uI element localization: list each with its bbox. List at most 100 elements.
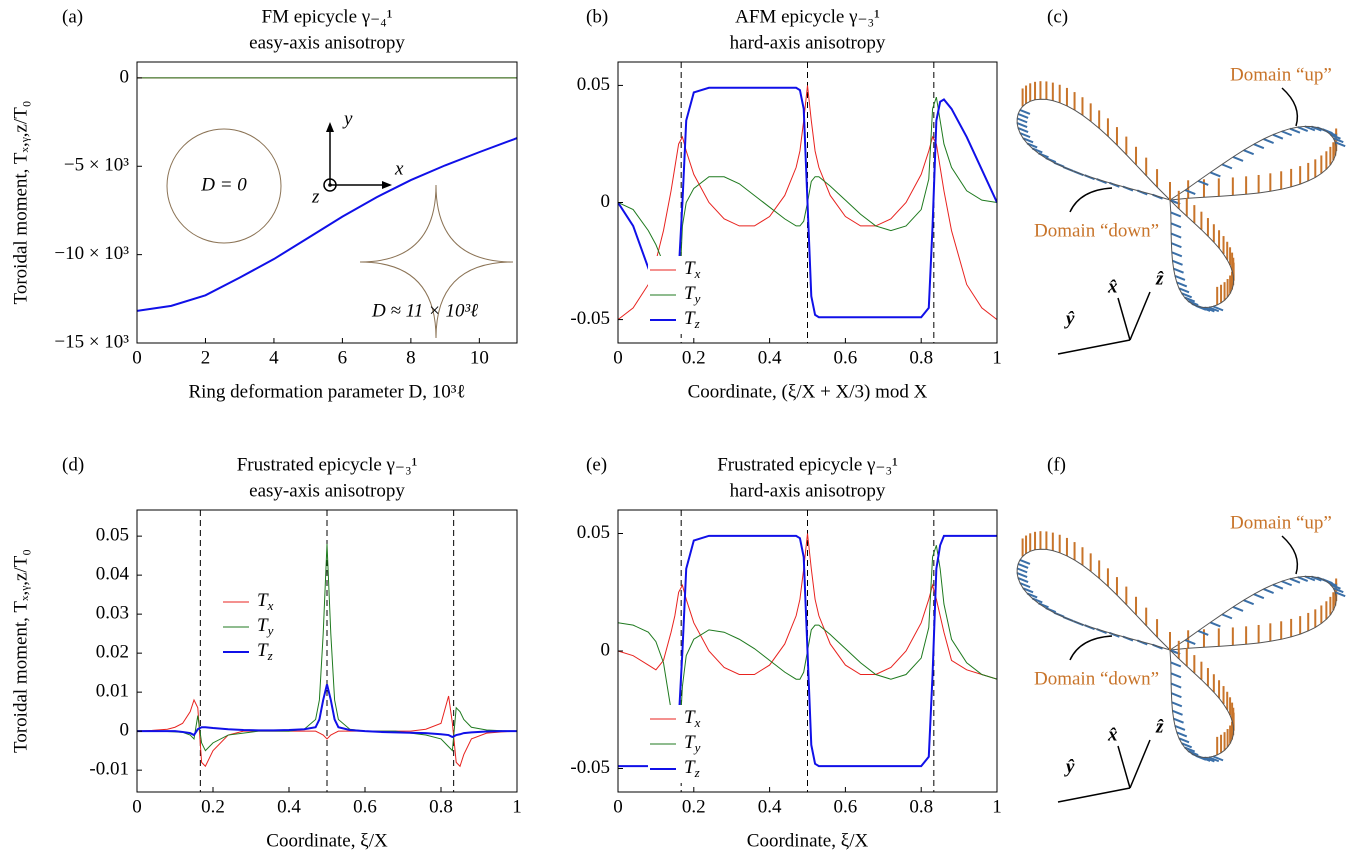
spin-arrow <box>1243 599 1255 606</box>
spin-arrow <box>1026 142 1038 149</box>
y-tick-label: 0.05 <box>577 74 610 95</box>
spin-arrow <box>1170 232 1182 239</box>
x-axis-label: Coordinate, (ξ/X + X/3) mod X <box>688 381 928 402</box>
series-line <box>137 137 517 312</box>
axis-name: ẑ <box>1155 268 1164 289</box>
x-tick-label: 0.8 <box>909 347 933 368</box>
spin-arrow <box>1170 682 1182 689</box>
axis-out <box>323 178 337 192</box>
spin-curve <box>1169 575 1337 651</box>
series-line <box>137 543 517 752</box>
spin-texture <box>1016 81 1346 313</box>
x-tick-label: 0.8 <box>909 796 933 817</box>
spin-arrow <box>1221 613 1233 620</box>
panel-label: (b) <box>586 6 608 27</box>
spin-arrow <box>1204 306 1215 313</box>
x-tick-label: 0.4 <box>277 796 301 817</box>
spin-arrow <box>1019 582 1031 589</box>
chart-subtitle: hard-axis anisotropy <box>730 480 886 501</box>
chart-subtitle: hard-axis anisotropy <box>730 32 886 53</box>
domain-label: Domain “down” <box>1034 220 1159 241</box>
y-tick-label: −15 × 10³ <box>54 331 129 352</box>
frame-axis <box>1057 339 1131 355</box>
spin-arrow <box>1170 672 1182 679</box>
series-line <box>618 533 997 680</box>
spin-arrow <box>1184 639 1196 645</box>
x-tick-label: 0.8 <box>429 796 453 817</box>
spin-arrow <box>1017 127 1029 133</box>
pointer-arrow <box>1281 87 1299 127</box>
y-tick-label: 0.05 <box>577 522 610 543</box>
spin-arrow <box>1197 180 1209 186</box>
pointer-arrow <box>1281 535 1299 575</box>
spin-arrow <box>1334 591 1346 598</box>
spin-arrow <box>1184 746 1196 753</box>
y-tick-label: −10 × 10³ <box>54 243 129 264</box>
y-tick-label: 0.01 <box>96 681 129 702</box>
x-tick-label: 0.2 <box>201 796 225 817</box>
spin-arrow <box>1019 109 1031 115</box>
domain-label: Domain “up” <box>1230 64 1332 85</box>
spin-arrow <box>1263 588 1274 594</box>
axis-name: z <box>311 186 320 207</box>
spin-arrow <box>1253 593 1265 600</box>
axis-name: x̂ <box>1107 724 1118 745</box>
spin-arrow <box>1017 113 1029 119</box>
axis-name: ŷ <box>1064 756 1075 777</box>
spin-arrow <box>1016 122 1028 129</box>
legend-label: Tx <box>257 590 274 613</box>
legend-label: Tx <box>684 258 701 281</box>
spin-arrow <box>1173 267 1184 274</box>
spin-arrow <box>1172 709 1183 716</box>
annotation: D = 0 <box>200 174 247 195</box>
spin-arrow <box>1197 630 1209 636</box>
spin-arrow <box>1212 755 1224 762</box>
x-axis-label: Coordinate, ξ/X <box>747 830 869 851</box>
spin-texture <box>1016 531 1346 763</box>
spin-arrow <box>1204 756 1215 763</box>
chart-title: Frustrated epicycle γ₋₃¹ <box>717 454 898 475</box>
domain-label: Domain “down” <box>1034 668 1159 689</box>
inset-a: D = 0 D ≈ 11 × 10³ℓ x y z <box>166 108 514 339</box>
arrow-head <box>326 122 334 132</box>
frame-axis <box>1129 739 1151 789</box>
spin-arrow <box>1304 575 1316 582</box>
frame-axis <box>1117 745 1131 789</box>
spin-arrow <box>1208 306 1220 313</box>
y-axis-label: Toroidal moment, Tₓ,ᵧ,z/T₀ <box>10 549 31 753</box>
y-tick-label: -0.05 <box>570 757 610 778</box>
plot-frame <box>136 509 518 793</box>
y-tick-label: 0 <box>120 720 130 741</box>
spin-arrow <box>1173 717 1184 724</box>
x-tick-label: 1 <box>992 347 1002 368</box>
legend-label: Ty <box>684 732 701 755</box>
spin-arrow <box>1176 731 1188 738</box>
y-tick-label: 0.02 <box>96 642 129 663</box>
spin-arrow <box>1170 222 1182 229</box>
spin-arrow <box>1289 127 1301 134</box>
frame-axis <box>1129 291 1151 341</box>
y-tick-label: 0.05 <box>96 524 129 545</box>
spin-arrow <box>1253 143 1265 150</box>
chart-title: Frustrated epicycle γ₋₃¹ <box>237 454 418 475</box>
x-tick-label: 0.6 <box>834 347 858 368</box>
spin-arrow <box>1297 126 1309 133</box>
spin-curve <box>1016 548 1171 651</box>
x-tick-label: 8 <box>406 347 416 368</box>
plot-frame <box>136 61 518 344</box>
y-tick-label: 0.03 <box>96 603 129 624</box>
x-tick-label: 0 <box>613 796 623 817</box>
legend-label: Tx <box>684 707 701 730</box>
spin-arrow <box>1178 737 1190 744</box>
x-axis-label: Ring deformation parameter D, 10³ℓ <box>188 381 465 402</box>
spin-curve <box>1169 199 1235 309</box>
y-tick-label: 0.04 <box>96 563 130 584</box>
spin-arrow <box>1330 583 1341 590</box>
arrow-head <box>382 181 392 189</box>
spin-arrow <box>1017 563 1029 569</box>
axis-name: x <box>394 158 404 179</box>
spin-arrow <box>1263 138 1274 144</box>
y-tick-label: 0 <box>120 66 130 87</box>
panel-label: (d) <box>62 454 84 475</box>
spin-arrow <box>1172 259 1183 266</box>
